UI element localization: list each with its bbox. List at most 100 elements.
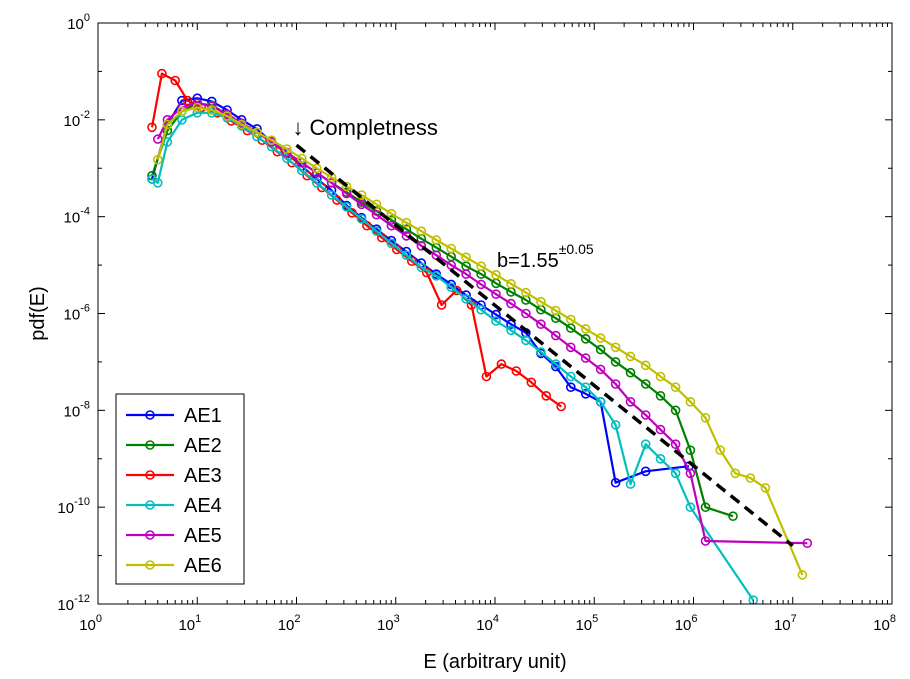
data-point-AE5-22	[476, 279, 486, 290]
legend-swatch-marker	[145, 440, 155, 450]
data-point-AE4-25	[506, 325, 516, 336]
y-tick-label: 10-4	[64, 206, 90, 227]
data-point-AE6-0	[153, 154, 163, 165]
data-point-AE4-32	[610, 420, 621, 430]
data-point-AE6-31	[610, 342, 621, 353]
plot-content	[147, 68, 813, 604]
data-point-AE4-29	[565, 371, 576, 382]
y-tick-label: 10-2	[64, 109, 90, 130]
data-point-AE5-35	[670, 439, 681, 450]
data-point-AE5-26	[536, 319, 546, 330]
data-point-AE3-18	[406, 256, 417, 267]
data-point-AE2-35	[670, 405, 681, 416]
completeness-annotation: ↓ Completness	[293, 115, 438, 140]
data-point-AE6-34	[655, 371, 666, 382]
data-point-AE6-16	[386, 208, 397, 219]
data-point-AE6-38	[715, 445, 726, 456]
fit-line	[295, 143, 794, 548]
data-point-AE6-36	[685, 396, 696, 407]
data-point-AE6-20	[446, 243, 457, 254]
data-point-AE5-18	[416, 241, 427, 251]
data-point-AE2-31	[610, 357, 621, 367]
data-point-AE5-23	[491, 289, 501, 300]
data-point-AE3-26	[526, 377, 537, 388]
data-point-AE3-13	[332, 195, 342, 205]
legend-item-AE1: AE1	[126, 405, 222, 427]
data-point-AE4-10	[282, 153, 292, 164]
data-point-AE6-29	[580, 324, 591, 334]
x-tick-label: 104	[476, 613, 499, 634]
slope-superscript: ±0.05	[559, 241, 594, 257]
data-point-AE5-27	[550, 330, 561, 341]
legend-item-AE5: AE5	[126, 525, 222, 547]
legend-label: AE1	[184, 405, 222, 427]
data-point-AE5-14	[356, 199, 367, 210]
data-point-AE6-35	[670, 382, 681, 393]
data-point-AE4-38	[748, 595, 759, 604]
data-point-AE1-23	[491, 309, 501, 320]
legend-box	[115, 393, 245, 585]
data-point-AE3-12	[316, 182, 327, 193]
data-point-AE5-0	[153, 134, 163, 144]
series-AE6	[153, 102, 808, 580]
x-tick-label: 100	[79, 613, 102, 634]
x-axis-label: E (arbitrary unit)	[423, 651, 566, 673]
y-axis-label: pdf(E)	[27, 286, 49, 340]
legend-item-AE6: AE6	[126, 555, 222, 577]
x-tick-label: 108	[873, 613, 896, 634]
data-point-AE4-20	[431, 270, 442, 281]
data-point-AE6-9	[282, 144, 292, 154]
data-point-AE3-24	[496, 359, 507, 369]
data-point-AE4-12	[311, 178, 322, 188]
data-point-AE6-10	[296, 153, 307, 164]
data-point-AE6-22	[476, 261, 486, 272]
legend-swatch-marker	[145, 500, 155, 510]
data-point-AE3-0	[147, 122, 157, 133]
data-point-AE6-39	[730, 468, 741, 479]
data-point-AE5-38	[802, 538, 813, 549]
data-point-AE4-19	[416, 262, 427, 273]
data-point-AE6-17	[401, 217, 412, 228]
series-line-AE6	[156, 106, 804, 576]
data-point-AE6-23	[491, 269, 501, 280]
data-point-AE3-25	[511, 366, 522, 376]
data-point-AE2-33	[640, 379, 651, 389]
data-point-AE6-2	[177, 106, 187, 117]
data-point-AE4-35	[655, 453, 666, 464]
data-point-AE2-38	[728, 511, 738, 522]
legend-label: AE3	[184, 465, 222, 487]
completeness-arrow: ↓	[293, 115, 304, 140]
data-point-AE4-31	[595, 396, 606, 407]
data-point-AE6-26	[536, 296, 546, 307]
y-tick-label: 10-8	[64, 399, 90, 420]
data-point-AE6-21	[461, 252, 471, 263]
legend-item-AE2: AE2	[126, 435, 222, 457]
data-point-AE3-3	[182, 95, 193, 106]
data-point-AE5-34	[655, 424, 666, 435]
data-point-AE5-29	[580, 353, 591, 363]
data-point-AE1-29	[580, 388, 591, 399]
data-point-AE4-34	[640, 439, 651, 450]
data-point-AE4-36	[670, 468, 681, 479]
legend: AE1 AE2 AE3 AE4 AE5 AE6	[115, 393, 245, 585]
data-point-AE5-30	[595, 364, 606, 375]
data-point-AE6-8	[266, 135, 277, 145]
data-point-AE4-33	[625, 479, 636, 489]
legend-label: AE6	[184, 555, 222, 577]
data-point-AE4-37	[685, 502, 696, 513]
y-tick-label: 10-10	[57, 496, 90, 517]
data-point-AE1-3	[192, 93, 203, 103]
legend-label: AE4	[184, 495, 222, 517]
y-tick-label: 10-12	[57, 593, 90, 614]
data-point-AE3-9	[272, 146, 283, 157]
data-point-AE5-36	[685, 468, 696, 479]
data-point-AE6-6	[236, 119, 247, 130]
data-point-AE6-24	[506, 278, 516, 289]
legend-swatch-marker	[145, 530, 155, 540]
legend-label: AE5	[184, 525, 222, 547]
data-point-AE6-28	[565, 314, 576, 325]
data-point-AE3-2	[170, 75, 180, 86]
data-point-AE4-23	[476, 304, 486, 315]
data-point-AE3-23	[481, 371, 492, 382]
